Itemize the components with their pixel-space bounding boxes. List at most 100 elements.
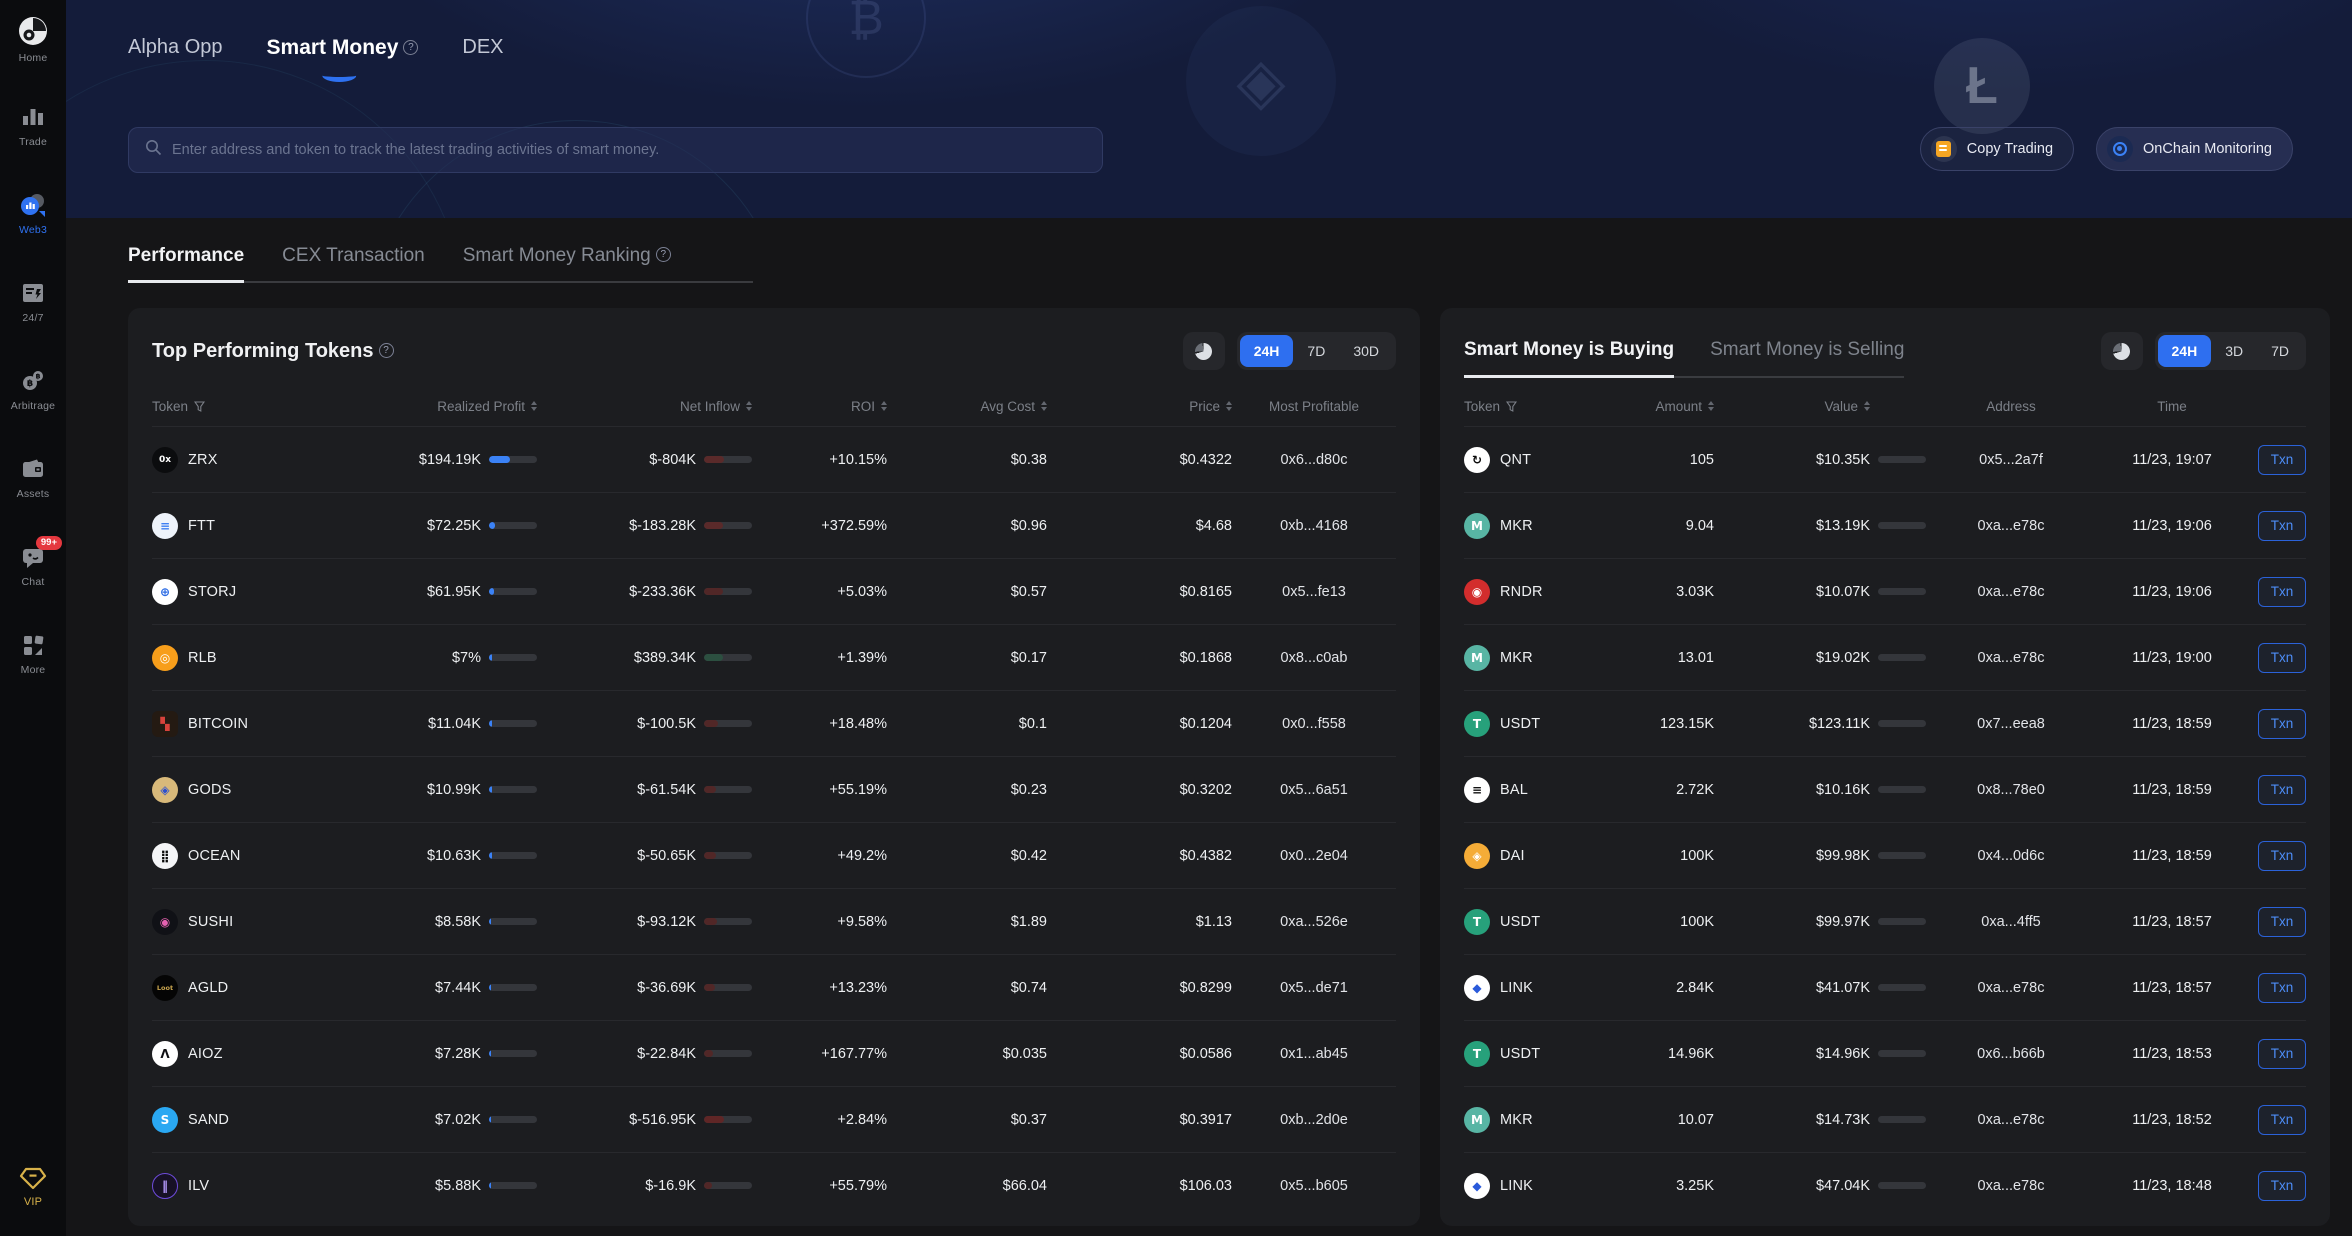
txn-button[interactable]: Txn (2258, 708, 2306, 739)
most-profitable-address[interactable]: 0x5...b605 (1280, 1177, 1348, 1194)
txn-button[interactable]: Txn (2258, 1104, 2306, 1135)
table-row[interactable]: ◆ LINK 2.84K $41.07K 0xa...e78c 11/23, 1… (1464, 954, 2306, 1020)
period-24h[interactable]: 24H (2157, 335, 2212, 367)
wallet-address[interactable]: 0xa...4ff5 (1981, 913, 2041, 930)
wallet-address[interactable]: 0xa...e78c (1977, 979, 2045, 996)
table-row[interactable]: M MKR 13.01 $19.02K 0xa...e78c 11/23, 19… (1464, 624, 2306, 690)
info-icon[interactable] (403, 40, 419, 55)
txn-button[interactable]: Txn (2258, 972, 2306, 1003)
most-profitable-address[interactable]: 0x1...ab45 (1280, 1045, 1348, 1062)
sidebar-item-chat[interactable]: 99+ Chat (20, 536, 62, 588)
period-30d[interactable]: 30D (1353, 343, 1379, 359)
sort-realized-profit[interactable]: Realized Profit (322, 399, 537, 414)
txn-button[interactable]: Txn (2258, 840, 2306, 871)
table-row[interactable]: S SAND $7.02K $-516.95K +2.84% $0.37 $0.… (152, 1086, 1396, 1152)
tab-smart-money-buying[interactable]: Smart Money is Buying (1464, 338, 1675, 378)
wallet-address[interactable]: 0x4...0d6c (1977, 847, 2045, 864)
txn-button[interactable]: Txn (2258, 576, 2306, 607)
sort-value[interactable]: Value (1714, 399, 1926, 414)
nav-tab-dex[interactable]: DEX (462, 36, 504, 58)
search-input[interactable] (172, 142, 1086, 158)
txn-button[interactable]: Txn (2258, 444, 2306, 475)
sort-net-inflow[interactable]: Net Inflow (537, 399, 752, 414)
sidebar-item-trade[interactable]: Trade (19, 104, 47, 148)
table-row[interactable]: Loot AGLD $7.44K $-36.69K +13.23% $0.74 … (152, 954, 1396, 1020)
wallet-address[interactable]: 0xa...e78c (1977, 1177, 2045, 1194)
table-row[interactable]: T USDT 100K $99.97K 0xa...4ff5 11/23, 18… (1464, 888, 2306, 954)
sidebar-item-home[interactable]: Home (18, 16, 48, 64)
txn-button[interactable]: Txn (2258, 774, 2306, 805)
table-row[interactable]: ⊕ STORJ $61.95K $-233.36K +5.03% $0.57 $… (152, 558, 1396, 624)
sort-avg-cost[interactable]: Avg Cost (887, 399, 1047, 414)
table-row[interactable]: M MKR 10.07 $14.73K 0xa...e78c 11/23, 18… (1464, 1086, 2306, 1152)
table-row[interactable]: Λ AIOZ $7.28K $-22.84K +167.77% $0.035 $… (152, 1020, 1396, 1086)
search-bar[interactable] (128, 127, 1103, 173)
txn-button[interactable]: Txn (2258, 906, 2306, 937)
sidebar-item-24-7[interactable]: 24/7 (20, 280, 46, 324)
most-profitable-address[interactable]: 0xb...2d0e (1280, 1111, 1348, 1128)
wallet-address[interactable]: 0x6...b66b (1977, 1045, 2045, 1062)
table-row[interactable]: ≡ BAL 2.72K $10.16K 0x8...78e0 11/23, 18… (1464, 756, 2306, 822)
period-3d[interactable]: 3D (2225, 343, 2244, 359)
most-profitable-address[interactable]: 0x0...f558 (1282, 715, 1346, 732)
wallet-address[interactable]: 0xa...e78c (1977, 1111, 2045, 1128)
table-row[interactable]: T USDT 14.96K $14.96K 0x6...b66b 11/23, … (1464, 1020, 2306, 1086)
filter-icon[interactable] (194, 400, 206, 412)
sidebar-item-more[interactable]: More (20, 632, 46, 676)
table-row[interactable]: ◈ DAI 100K $99.98K 0x4...0d6c 11/23, 18:… (1464, 822, 2306, 888)
tab-smart-money-ranking[interactable]: Smart Money Ranking (463, 245, 671, 267)
table-row[interactable]: ▚ BITCOIN $11.04K $-100.5K +18.48% $0.1 … (152, 690, 1396, 756)
most-profitable-address[interactable]: 0x6...d80c (1280, 451, 1348, 468)
wallet-address[interactable]: 0x8...78e0 (1977, 781, 2045, 798)
wallet-address[interactable]: 0x7...eea8 (1977, 715, 2045, 732)
txn-button[interactable]: Txn (2258, 642, 2306, 673)
sort-roi[interactable]: ROI (752, 399, 887, 414)
sort-price[interactable]: Price (1047, 399, 1232, 414)
most-profitable-address[interactable]: 0xa...526e (1280, 913, 1348, 930)
most-profitable-address[interactable]: 0x5...de71 (1280, 979, 1348, 996)
table-row[interactable]: ↻ QNT 105 $10.35K 0x5...2a7f 11/23, 19:0… (1464, 426, 2306, 492)
period-24h[interactable]: 24H (1239, 335, 1294, 367)
filter-icon[interactable] (1506, 400, 1518, 412)
table-row[interactable]: ◉ SUSHI $8.58K $-93.12K +9.58% $1.89 $1.… (152, 888, 1396, 954)
wallet-address[interactable]: 0xa...e78c (1977, 583, 2045, 600)
period-7d[interactable]: 7D (2271, 343, 2289, 359)
table-row[interactable]: ≡ FTT $72.25K $-183.28K +372.59% $0.96 $… (152, 492, 1396, 558)
table-row[interactable]: ‖ ILV $5.88K $-16.9K +55.79% $66.04 $106… (152, 1152, 1396, 1218)
wallet-address[interactable]: 0xa...e78c (1977, 517, 2045, 534)
sidebar-item-assets[interactable]: Assets (17, 456, 50, 500)
info-icon[interactable] (378, 342, 394, 358)
most-profitable-address[interactable]: 0x8...c0ab (1280, 649, 1348, 666)
most-profitable-address[interactable]: 0x0...2e04 (1280, 847, 1348, 864)
table-row[interactable]: M MKR 9.04 $13.19K 0xa...e78c 11/23, 19:… (1464, 492, 2306, 558)
period-7d[interactable]: 7D (1307, 343, 1326, 359)
most-profitable-address[interactable]: 0x5...fe13 (1282, 583, 1346, 600)
txn-button[interactable]: Txn (2258, 510, 2306, 541)
table-row[interactable]: 0x ZRX $194.19K $-804K +10.15% $0.38 $0.… (152, 426, 1396, 492)
most-profitable-address[interactable]: 0xb...4168 (1280, 517, 1348, 534)
sort-amount[interactable]: Amount (1604, 399, 1714, 414)
wallet-address[interactable]: 0x5...2a7f (1979, 451, 2043, 468)
tab-cex-transaction[interactable]: CEX Transaction (282, 245, 425, 266)
wallet-address[interactable]: 0xa...e78c (1977, 649, 2045, 666)
nav-tab-alpha-opp[interactable]: Alpha Opp (128, 36, 223, 58)
txn-button[interactable]: Txn (2258, 1038, 2306, 1069)
tab-performance[interactable]: Performance (128, 245, 245, 283)
sidebar-item-vip[interactable]: VIP (19, 1166, 47, 1208)
tab-smart-money-selling[interactable]: Smart Money is Selling (1710, 338, 1905, 360)
table-row[interactable]: ⣿ OCEAN $10.63K $-50.65K +49.2% $0.42 $0… (152, 822, 1396, 888)
table-row[interactable]: T USDT 123.15K $123.11K 0x7...eea8 11/23… (1464, 690, 2306, 756)
onchain-monitoring-button[interactable]: OnChain Monitoring (2096, 127, 2293, 171)
sidebar-item-arbitrage[interactable]: ฿฿ Arbitrage (11, 368, 55, 412)
txn-button[interactable]: Txn (2258, 1170, 2306, 1201)
table-row[interactable]: ◆ LINK 3.25K $47.04K 0xa...e78c 11/23, 1… (1464, 1152, 2306, 1218)
table-row[interactable]: ◈ GODS $10.99K $-61.54K +55.19% $0.23 $0… (152, 756, 1396, 822)
pie-chart-view-button[interactable] (2100, 332, 2143, 370)
nav-tab-smart-money[interactable]: Smart Money (267, 36, 419, 82)
info-icon[interactable] (655, 247, 671, 262)
sidebar-item-web3[interactable]: Web3 (19, 192, 47, 236)
table-row[interactable]: ◎ RLB $7% $389.34K +1.39% $0.17 $0.1868 … (152, 624, 1396, 690)
pie-chart-view-button[interactable] (1182, 332, 1225, 370)
copy-trading-button[interactable]: Copy Trading (1919, 127, 2075, 171)
table-row[interactable]: ◉ RNDR 3.03K $10.07K 0xa...e78c 11/23, 1… (1464, 558, 2306, 624)
